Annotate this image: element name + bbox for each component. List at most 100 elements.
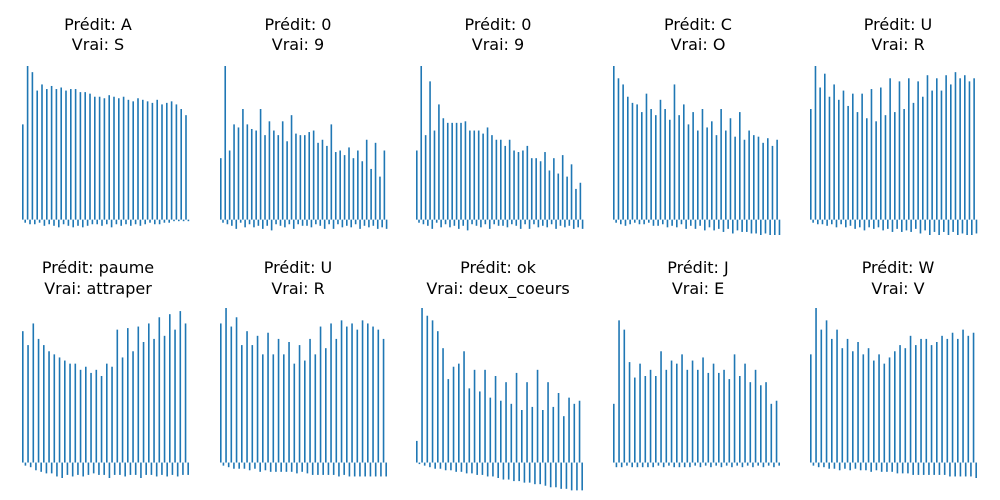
bar <box>668 462 670 466</box>
bar <box>433 130 436 220</box>
bar <box>542 219 544 226</box>
bar <box>917 462 920 475</box>
bar <box>58 219 60 228</box>
bar <box>697 130 699 220</box>
bar <box>901 462 904 474</box>
bar <box>968 81 971 220</box>
bar <box>734 136 736 220</box>
bar <box>687 124 690 220</box>
bar <box>905 219 908 231</box>
bar <box>72 219 74 228</box>
bar <box>728 379 731 463</box>
bar <box>546 219 549 228</box>
bar <box>368 219 370 228</box>
bar <box>812 219 814 223</box>
bar <box>894 112 896 220</box>
bar <box>666 219 669 228</box>
bar <box>96 219 98 225</box>
bar <box>657 219 659 226</box>
subplot-title-true: Vrai: E <box>672 279 724 298</box>
bar <box>542 410 544 463</box>
bar <box>158 317 161 463</box>
bar <box>156 99 158 220</box>
bar <box>880 87 882 220</box>
bar <box>845 219 847 228</box>
bar <box>844 462 846 469</box>
bar <box>460 462 463 472</box>
bar <box>134 462 137 475</box>
bar <box>741 219 743 232</box>
bar <box>484 369 486 463</box>
bar <box>775 400 778 463</box>
bar <box>618 320 620 463</box>
bar <box>952 219 954 232</box>
bar <box>515 372 518 463</box>
bar <box>553 158 555 220</box>
bar <box>938 462 941 475</box>
bar <box>581 462 583 491</box>
bar <box>815 308 817 463</box>
bar <box>820 329 823 463</box>
bar <box>98 96 101 220</box>
bar <box>624 219 627 226</box>
subplot-title-true: Vrai: R <box>871 35 924 54</box>
subplot-title-true: Vrai: S <box>72 35 124 54</box>
bar <box>31 72 34 220</box>
bar <box>894 351 896 463</box>
bar <box>137 326 140 463</box>
bar <box>622 84 624 220</box>
bar <box>269 462 272 472</box>
bar <box>736 462 738 466</box>
bar <box>233 462 235 469</box>
bar <box>290 115 293 220</box>
bar <box>319 326 322 463</box>
bar <box>120 219 122 226</box>
bar <box>957 219 959 235</box>
bar <box>655 115 657 220</box>
bar <box>338 462 340 477</box>
bar <box>951 332 954 463</box>
bar <box>90 372 92 463</box>
bar <box>40 462 42 472</box>
bar <box>940 90 943 220</box>
bar <box>473 369 476 463</box>
bar <box>771 145 774 220</box>
bar <box>536 369 539 463</box>
bar <box>155 462 158 477</box>
bar <box>650 109 652 220</box>
bar <box>685 219 687 229</box>
bar <box>908 78 910 220</box>
bar <box>41 84 43 220</box>
bar <box>778 219 781 235</box>
bar <box>101 219 103 226</box>
bar <box>37 338 40 463</box>
bar <box>552 406 555 463</box>
bar <box>168 219 170 223</box>
bar <box>48 351 50 463</box>
bar <box>676 219 678 228</box>
bar <box>888 357 891 463</box>
bar <box>613 403 615 463</box>
bar <box>504 145 507 220</box>
bar <box>325 348 327 463</box>
bar <box>945 75 947 220</box>
bar <box>882 219 884 231</box>
bar <box>220 323 222 463</box>
bar <box>106 219 108 225</box>
bar <box>416 150 418 220</box>
bar <box>343 462 345 475</box>
bar <box>878 354 880 463</box>
bar <box>66 462 69 475</box>
bar <box>572 219 575 229</box>
bar <box>511 219 513 225</box>
bar <box>842 90 845 220</box>
bar <box>330 124 333 220</box>
bar <box>748 130 750 220</box>
bar <box>127 328 129 463</box>
bar <box>723 369 725 463</box>
subplot-title-true: Vrai: O <box>671 35 726 54</box>
bar <box>161 104 163 220</box>
bar <box>231 219 233 226</box>
